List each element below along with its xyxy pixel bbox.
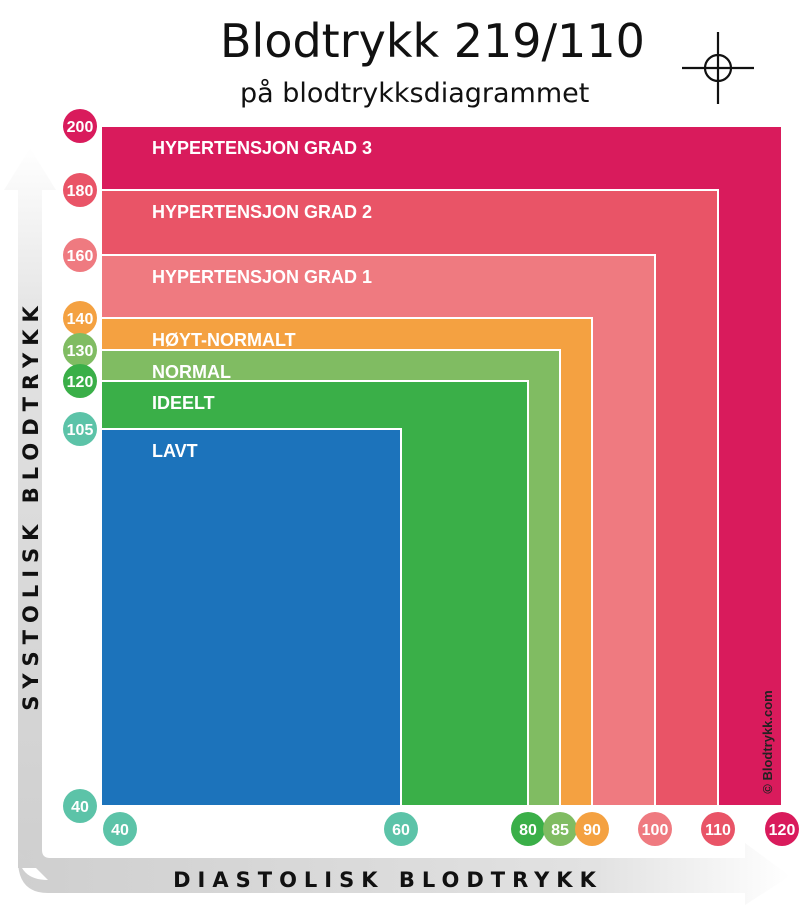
zone-label-ideelt: IDEELT [152, 393, 215, 413]
page-title: Blodtrykk 219/110 [220, 14, 645, 68]
zone-label-hypertensjon-grad-1: HYPERTENSJON GRAD 1 [152, 267, 372, 287]
x-tick-label-80: 80 [519, 822, 537, 839]
x-tick-label-100: 100 [642, 822, 669, 839]
y-tick-badge-120 [63, 364, 97, 398]
y-axis-title: SYSTOLISK BLODTRYKK [19, 299, 43, 711]
x-tick-badge-40 [103, 812, 137, 846]
page-subtitle: på blodtrykksdiagrammet [240, 78, 590, 109]
credit-text: © Blodtrykk.com [760, 690, 775, 794]
x-tick-label-60: 60 [392, 822, 410, 839]
x-tick-label-90: 90 [583, 822, 601, 839]
y-tick-label-200: 200 [67, 119, 94, 136]
x-tick-badge-120 [765, 812, 799, 846]
zone-label-hypertensjon-grad-3: HYPERTENSJON GRAD 3 [152, 138, 372, 158]
zone-lavt [100, 428, 402, 807]
y-tick-badge-130 [63, 333, 97, 367]
y-tick-label-120: 120 [67, 374, 94, 391]
y-tick-badge-200 [63, 109, 97, 143]
x-tick-badge-90 [575, 812, 609, 846]
x-tick-badge-60 [384, 812, 418, 846]
x-tick-badge-80 [511, 812, 545, 846]
y-axis-arrow [4, 148, 56, 868]
x-ticks: 40 60 80 85 90 100 110 120 [103, 812, 799, 846]
y-tick-badge-140 [63, 301, 97, 335]
y-tick-label-130: 130 [67, 343, 94, 360]
y-tick-label-180: 180 [67, 183, 94, 200]
y-tick-badge-160 [63, 238, 97, 272]
y-tick-badge-40 [63, 789, 97, 823]
zone-label-hypertensjon-grad-2: HYPERTENSJON GRAD 2 [152, 202, 372, 222]
axis-arrows [4, 148, 790, 905]
y-tick-label-40: 40 [71, 799, 89, 816]
y-tick-badge-105 [63, 412, 97, 446]
y-tick-label-140: 140 [67, 311, 94, 328]
x-axis-title: DIASTOLISK BLODTRYKK [173, 868, 603, 892]
x-tick-badge-110 [701, 812, 735, 846]
x-axis-arrow [18, 843, 790, 905]
crosshair-icon [682, 32, 754, 104]
zone-label-normal: NORMAL [152, 362, 231, 382]
y-tick-badge-180 [63, 173, 97, 207]
x-tick-label-40: 40 [111, 822, 129, 839]
x-tick-label-110: 110 [705, 822, 731, 839]
zones: HYPERTENSJON GRAD 3 HYPERTENSJON GRAD 2 HY… [100, 125, 783, 807]
x-tick-label-85: 85 [551, 822, 569, 839]
y-ticks: 200 180 160 140 130 120 105 40 [63, 109, 97, 823]
x-tick-badge-100 [638, 812, 672, 846]
zone-label-hoyt-normalt: HØYT-NORMALT [152, 330, 296, 350]
y-tick-label-105: 105 [67, 422, 94, 439]
y-tick-label-160: 160 [67, 248, 94, 265]
x-tick-label-120: 120 [769, 822, 796, 839]
x-tick-badge-85 [543, 812, 577, 846]
zone-label-lavt: LAVT [152, 441, 198, 461]
